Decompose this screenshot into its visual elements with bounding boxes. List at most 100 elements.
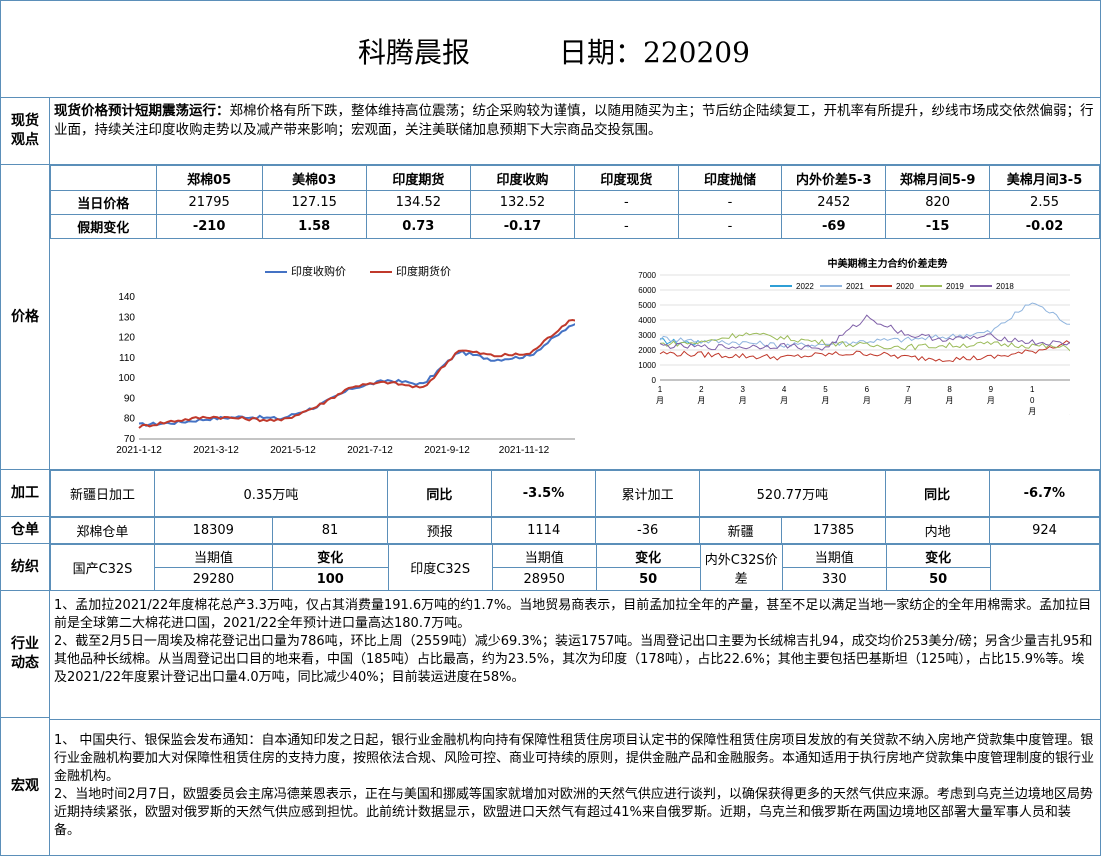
x-tick-label: 月 (1028, 407, 1036, 416)
x-tick-label: 0 (1030, 396, 1035, 405)
x-tick-label: 月 (780, 396, 788, 405)
price-change-cell: - (575, 215, 679, 239)
india-c32s-label: 印度C32S (388, 545, 492, 591)
series-line-印度收购价 (139, 311, 575, 426)
price-cell: 127.15 (262, 191, 366, 215)
series-line-2021 (660, 303, 1070, 348)
y-tick-label: 80 (124, 414, 136, 425)
india-change-value: 50 (596, 568, 700, 591)
x-tick-label: 月 (821, 396, 829, 405)
forecast-change: -36 (596, 518, 700, 544)
price-cell: 820 (886, 191, 990, 215)
spread-c32s-label: 内外C32S价差 (700, 545, 782, 591)
x-tick-label: 2021-3-12 (193, 445, 239, 456)
inland-value: 924 (990, 518, 1100, 544)
y-tick-label: 110 (119, 353, 135, 364)
x-tick-label: 3 (741, 385, 746, 394)
xinjiang-value: 17385 (782, 518, 886, 544)
y-tick-label: 90 (124, 393, 136, 404)
legend-entry: 2018 (996, 282, 1014, 291)
price-row-label: 假期变化 (51, 215, 157, 239)
price-cell: 132.52 (470, 191, 574, 215)
y-tick-label: 4000 (638, 316, 656, 325)
x-tick-label: 2021-9-12 (424, 445, 470, 456)
legend-entry: 2020 (896, 282, 914, 291)
x-tick-label: 2021-1-12 (116, 445, 162, 456)
textile-section: 国产C32S 当期值 变化 印度C32S 当期值 变化 内外C32S价差 当期值… (50, 544, 1100, 591)
x-tick-label: 月 (946, 396, 954, 405)
x-tick-label: 8 (947, 385, 952, 394)
india-current-value: 28950 (492, 568, 596, 591)
yoy2-value: -6.7% (989, 471, 1099, 517)
industry-news: 1、孟加拉2021/22年度棉花总产3.3万吨，仅占其消费量191.6万吨的约1… (50, 591, 1100, 720)
domestic-change-header: 变化 (272, 545, 388, 568)
series-line-印度期货价 (139, 309, 575, 428)
industry-label: 行业动态 (1, 591, 50, 718)
price-change-cell: 0.73 (366, 215, 470, 239)
cum-processing-value: 520.77万吨 (700, 471, 885, 517)
textile-label: 纺织 (1, 544, 50, 591)
legend-entry: 印度收购价 (291, 264, 346, 278)
x-tick-label: 月 (863, 396, 871, 405)
macro-item: 1、 中国央行、银保监会发布通知：自本通知印发之日起，银行业金融机构向持有保障性… (54, 732, 1096, 786)
price-cell: - (575, 191, 679, 215)
y-tick-label: 0 (652, 376, 657, 385)
price-col-header: 郑棉05 (156, 166, 262, 191)
report-header: 科腾晨报 日期：220209 (1, 1, 1100, 98)
x-tick-label: 5 (823, 385, 828, 394)
x-tick-label: 月 (697, 396, 705, 405)
spot-headline: 现货价格预计短期震荡运行： (54, 103, 230, 119)
processing-table: 新疆日加工 0.35万吨 同比 -3.5% 累计加工 520.77万吨 同比 -… (50, 470, 1100, 517)
y-tick-label: 70 (124, 434, 136, 445)
india-price-chart: 印度收购价印度期货价7080901001101201301402021-1-12… (55, 245, 575, 475)
india-current-header: 当期值 (492, 545, 596, 568)
spread-change-value: 50 (886, 568, 990, 591)
forecast-label: 预报 (388, 518, 492, 544)
cum-processing-label: 累计加工 (596, 471, 700, 517)
y-tick-label: 3000 (638, 331, 656, 340)
price-cell: 21795 (156, 191, 262, 215)
price-cell: 2452 (782, 191, 886, 215)
x-tick-label: 6 (865, 385, 870, 394)
inland-label: 内地 (886, 518, 990, 544)
x-tick-label: 月 (739, 396, 747, 405)
india-change-header: 变化 (596, 545, 700, 568)
spot-label: 现货观点 (1, 98, 50, 165)
price-change-cell: -69 (782, 215, 886, 239)
price-label: 价格 (1, 165, 50, 470)
report-title: 科腾晨报 (358, 31, 470, 71)
y-tick-label: 140 (118, 292, 135, 303)
xj-processing-value: 0.35万吨 (155, 471, 388, 517)
y-tick-label: 2000 (638, 346, 656, 355)
price-section: 郑棉05 美棉03 印度期货 印度收购 印度现货 印度抛储 内外价差5-3 郑棉… (50, 165, 1100, 470)
domestic-c32s-label: 国产C32S (51, 545, 155, 591)
price-change-cell: -15 (886, 215, 990, 239)
price-cell: - (678, 191, 782, 215)
y-tick-label: 1000 (638, 361, 656, 370)
price-change-cell: -0.02 (990, 215, 1100, 239)
y-tick-label: 130 (118, 312, 135, 323)
price-col-header: 美棉03 (262, 166, 366, 191)
x-tick-label: 9 (989, 385, 994, 394)
price-change-cell: -210 (156, 215, 262, 239)
yoy-label: 同比 (387, 471, 491, 517)
x-tick-label: 7 (906, 385, 911, 394)
legend-entry: 印度期货价 (396, 264, 451, 278)
yoy-value: -3.5% (491, 471, 595, 517)
spot-view: 现货价格预计短期震荡运行：郑棉价格有所下跌，整体维持高位震荡；纺企采购较为谨慎，… (50, 98, 1100, 165)
price-row-label: 当日价格 (51, 191, 157, 215)
industry-item: 2、截至2月5日一周埃及棉花登记出口量为786吨，环比上周（2559吨）减少69… (54, 633, 1096, 687)
x-tick-label: 月 (987, 396, 995, 405)
xinjiang-label: 新疆 (700, 518, 782, 544)
zc-receipt-value: 18309 (154, 518, 272, 544)
price-col-header: 郑棉月间5-9 (886, 166, 990, 191)
x-tick-label: 2021-7-12 (347, 445, 393, 456)
price-change-cell: - (678, 215, 782, 239)
legend-entry: 2021 (846, 282, 864, 291)
textile-table: 国产C32S 当期值 变化 印度C32S 当期值 变化 内外C32S价差 当期值… (50, 544, 1100, 591)
warehouse-section: 郑棉仓单 18309 81 预报 1114 -36 新疆 17385 内地 92… (50, 517, 1100, 544)
price-col-header: 印度抛储 (678, 166, 782, 191)
y-tick-label: 5000 (638, 301, 656, 310)
